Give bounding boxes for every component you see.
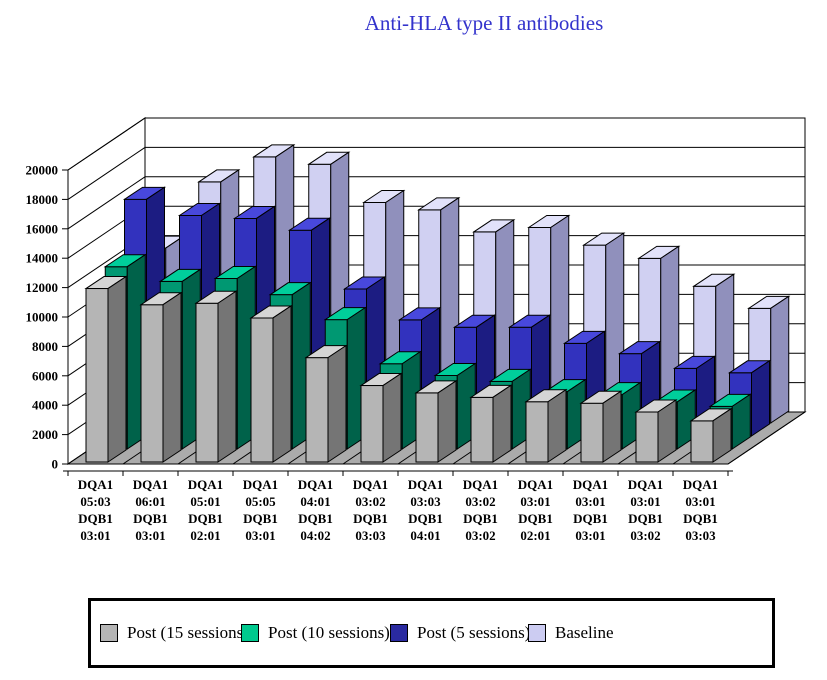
- bar-front-face: [250, 317, 274, 463]
- bar-post-15-sessions-cat8: [469, 384, 513, 463]
- y-axis-tick-label: 12000: [26, 280, 59, 295]
- legend-swatch-post-15-sessions: [100, 624, 118, 642]
- legend: Post (15 sessions) Post (10 sessions) Post…: [88, 598, 775, 668]
- bar-side-face: [602, 390, 622, 463]
- bar-post-15-sessions-cat9: [524, 388, 568, 463]
- chart-canvas: 0 2000 4000 6000 8000 10000 12000 14000 16000 180…: [26, 117, 807, 543]
- x-axis-category-label: DQA1 03:01 DQB1 03:01: [573, 477, 608, 543]
- bar-side-face: [162, 291, 182, 463]
- floor-category-line: [727, 411, 806, 465]
- legend-item-post-10-sessions: Post (10 sessions): [241, 601, 390, 665]
- x-axis-category-label: DQA1 03:01 DQB1 02:01: [518, 477, 553, 543]
- bar-front-face: [305, 357, 329, 463]
- x-axis-category-label: DQA1 05:01 DQB1 02:01: [188, 477, 223, 543]
- x-axis-category-label: DQA1 03:01 DQB1 03:03: [683, 477, 718, 543]
- bar-front-face: [360, 385, 384, 463]
- y-axis-tick-label: 10000: [26, 310, 59, 325]
- gridline-sidewall: [67, 117, 146, 171]
- bar-side-face: [107, 275, 127, 463]
- chart-title: Anti-HLA type II antibodies: [364, 11, 604, 35]
- bar-side-face: [751, 359, 770, 437]
- bar-front-face: [470, 396, 494, 463]
- x-axis-category-label: DQA1 06:01 DQB1 03:01: [133, 477, 168, 543]
- x-axis-category-label: DQA1 03:02 DQB1 03:03: [353, 477, 388, 543]
- legend-swatch-baseline: [528, 624, 546, 642]
- x-axis-category-label: DQA1 05:03 DQB1 03:01: [78, 477, 113, 543]
- legend-item-baseline: Baseline: [528, 601, 614, 665]
- bar-post-15-sessions-cat4: [249, 305, 293, 463]
- bar-front-face: [140, 304, 164, 463]
- bar-side-face: [217, 290, 237, 463]
- bar-front-face: [580, 402, 604, 463]
- bar-post-15-sessions-cat5: [304, 344, 348, 463]
- y-axis-tick-label: 18000: [26, 192, 59, 207]
- legend-swatch-post-10-sessions: [241, 624, 259, 642]
- x-axis-category-label: DQA1 03:03 DQB1 04:01: [408, 477, 443, 543]
- bar-side-face: [547, 388, 567, 463]
- bar-post-15-sessions-cat6: [359, 372, 403, 463]
- bar-front-face: [85, 288, 109, 463]
- y-axis-tick-label: 4000: [32, 398, 58, 413]
- legend-item-label: Post (15 sessions): [127, 623, 249, 642]
- bar-post-15-sessions-cat11: [634, 399, 678, 463]
- bar-front-face: [690, 420, 714, 463]
- bar-front-face: [415, 392, 439, 463]
- legend-item-post-15-sessions: Post (15 sessions): [100, 601, 249, 665]
- bar-post-15-sessions-cat2: [139, 291, 183, 463]
- x-axis-category-label: DQA1 04:01 DQB1 04:02: [298, 477, 333, 543]
- bar-front-face: [635, 411, 659, 463]
- bar-side-face: [770, 295, 790, 424]
- bar-post-15-sessions-cat10: [579, 390, 623, 463]
- bar-side-face: [492, 384, 512, 463]
- y-axis-tick-label: 2000: [32, 427, 58, 442]
- bar-post-15-sessions-cat1: [84, 275, 128, 463]
- bar-side-face: [657, 399, 677, 463]
- y-axis-tick-label: 16000: [26, 221, 59, 236]
- bar-side-face: [382, 372, 402, 463]
- y-axis-tick-label: 20000: [26, 163, 59, 178]
- bar-post-15-sessions-cat12: [689, 407, 733, 463]
- bar-side-face: [712, 407, 732, 463]
- legend-swatch-post-5-sessions: [390, 624, 408, 642]
- bar-post-15-sessions-cat7: [414, 379, 458, 463]
- legend-item-post-5-sessions: Post (5 sessions): [390, 601, 530, 665]
- bar-front-face: [195, 302, 219, 463]
- bar-side-face: [327, 344, 347, 463]
- gridline-sidewall: [67, 146, 146, 200]
- legend-item-label: Baseline: [555, 623, 614, 642]
- x-axis-category-label: DQA1 03:02 DQB1 03:02: [463, 477, 498, 543]
- y-axis-tick-label: 8000: [32, 339, 58, 354]
- gridline-sidewall: [67, 176, 146, 230]
- y-axis-tick-label: 14000: [26, 251, 59, 266]
- legend-item-label: Post (5 sessions): [417, 623, 531, 642]
- bar-side-face: [731, 393, 751, 450]
- bar-side-face: [437, 379, 457, 463]
- bar-post-15-sessions-cat3: [194, 290, 238, 463]
- legend-item-label: Post (10 sessions): [268, 623, 390, 642]
- y-axis-tick-label: 0: [52, 457, 59, 472]
- x-axis-category-label: DQA1 03:01 DQB1 03:02: [628, 477, 663, 543]
- bar-front-face: [525, 401, 549, 463]
- bar-side-face: [272, 305, 292, 463]
- y-axis-tick-label: 6000: [32, 368, 58, 383]
- x-axis-category-label: DQA1 05:05 DQB1 03:01: [243, 477, 278, 543]
